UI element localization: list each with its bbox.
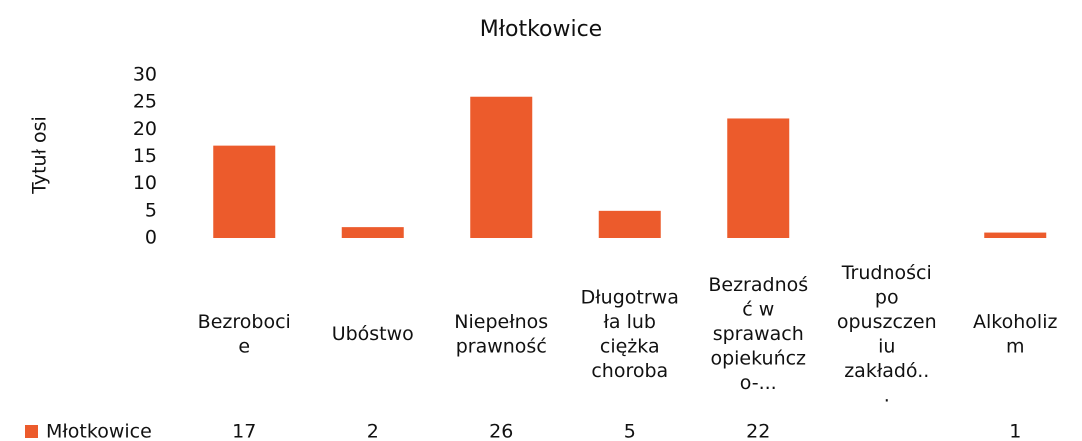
y-tick-label: 10 [133, 172, 157, 194]
table-value: 5 [624, 421, 636, 441]
x-tick-label: Bezradnoś ć w sprawach opiekuńcz o-... [708, 274, 808, 394]
x-tick-label: Bezroboci e [198, 310, 291, 357]
x-tick-label: Alkoholiz m [973, 310, 1057, 357]
table-value: 22 [746, 421, 770, 441]
chart-title: Młotkowice [480, 17, 602, 42]
y-tick-label: 20 [133, 118, 157, 140]
y-axis-label: Tytuł osi [29, 116, 51, 195]
y-tick-label: 5 [145, 199, 157, 221]
y-tick-label: 30 [133, 64, 157, 86]
table-value: 1 [1009, 421, 1021, 441]
bar [341, 227, 404, 238]
bar [984, 232, 1047, 238]
x-tick-label: Długotrwa ła lub ciężka choroba [581, 286, 679, 382]
table-value: 17 [232, 421, 256, 441]
y-tick-label: 15 [133, 145, 157, 167]
x-tick-label: Niepełnos prawność [454, 310, 548, 357]
bar [598, 210, 661, 238]
legend-swatch [25, 425, 38, 438]
table-value: 26 [489, 421, 513, 441]
y-tick-label: 0 [145, 227, 157, 249]
legend-label: Młotkowice [46, 421, 152, 441]
table-value: 2 [367, 421, 379, 441]
x-tick-label: Trudności po opuszczen iu zakładó... [837, 261, 937, 406]
y-tick-label: 25 [133, 91, 157, 113]
bar [727, 118, 790, 238]
x-tick-label: Ubóstwo [332, 323, 414, 345]
bar [213, 145, 276, 238]
bar [470, 96, 533, 238]
